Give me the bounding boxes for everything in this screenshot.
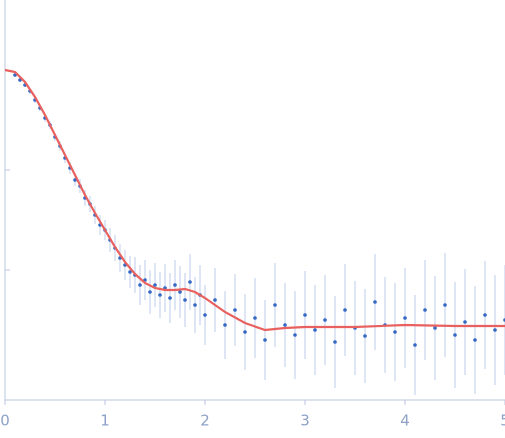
data-point — [283, 323, 287, 327]
data-point — [333, 340, 337, 344]
data-point — [178, 290, 182, 294]
data-point — [193, 303, 197, 307]
data-point — [453, 333, 457, 337]
data-point — [273, 303, 277, 307]
data-point — [483, 313, 487, 317]
data-point — [233, 308, 237, 312]
data-point — [263, 338, 267, 342]
data-point — [363, 334, 367, 338]
data-point — [313, 328, 317, 332]
fit-line — [4, 68, 505, 332]
data-point — [293, 333, 297, 337]
data-point — [413, 343, 417, 347]
data-point — [463, 320, 467, 324]
data-point — [148, 290, 152, 294]
data-point — [443, 303, 447, 307]
x-tick-label: 1 — [100, 412, 110, 430]
data-point — [183, 298, 187, 302]
data-point — [153, 283, 157, 287]
data-point — [203, 313, 207, 317]
x-tick-label: 2 — [200, 412, 210, 430]
data-point — [433, 326, 437, 330]
data-point — [158, 293, 162, 297]
x-tick-label: 0 — [0, 412, 10, 430]
data-point — [253, 316, 257, 320]
data-point — [138, 283, 142, 287]
data-point — [343, 308, 347, 312]
data-point — [403, 316, 407, 320]
data-point — [128, 270, 132, 274]
x-tick-label: 3 — [300, 412, 310, 430]
data-point — [243, 330, 247, 334]
data-point — [213, 298, 217, 302]
data-point — [188, 280, 192, 284]
data-point — [223, 323, 227, 327]
data-point — [423, 308, 427, 312]
data-point — [173, 283, 177, 287]
data-point — [303, 313, 307, 317]
x-tick-label: 5 — [500, 412, 505, 430]
data-point — [373, 300, 377, 304]
data-point — [493, 328, 497, 332]
data-point — [393, 330, 397, 334]
data-point — [473, 338, 477, 342]
data-point — [323, 318, 327, 322]
data-point — [168, 296, 172, 300]
x-tick-label: 4 — [400, 412, 410, 430]
